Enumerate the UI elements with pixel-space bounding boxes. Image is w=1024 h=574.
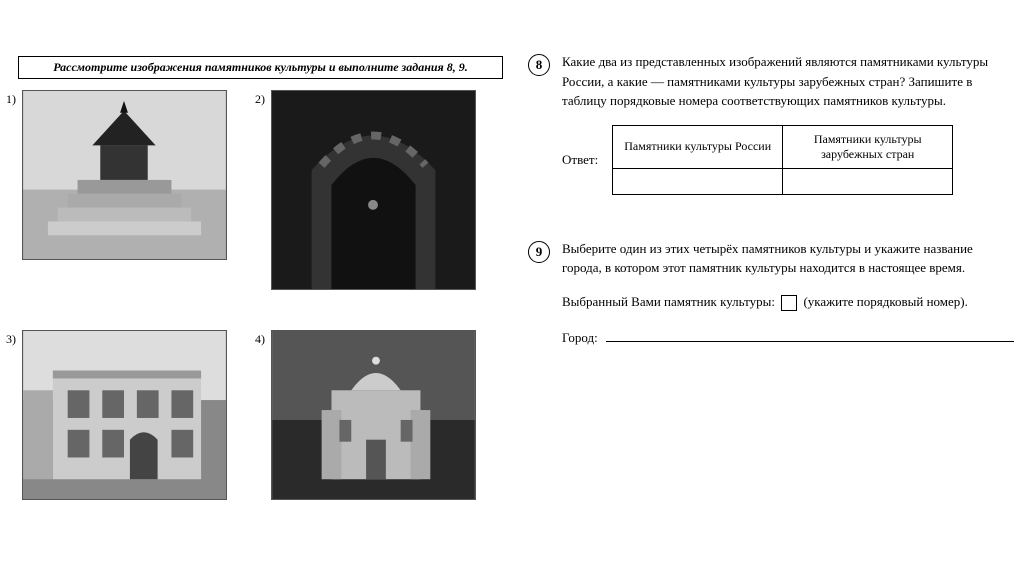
city-label: Город: [562,330,598,346]
answer-table: Памятники культуры России Памятники куль… [612,125,953,195]
task-9-marker: 9 [528,241,550,263]
image-label-3: 3) [6,330,22,347]
image-grid: 1) 2) [0,90,510,522]
monument-image-3 [22,330,227,500]
monument-image-4 [271,330,476,500]
image-cell-3: 3) [6,330,227,500]
image-label-1: 1) [6,90,22,107]
monument-number-box[interactable] [781,295,797,311]
task-8-marker: 8 [528,54,550,76]
instruction-box: Рассмотрите изображения памятников культ… [18,56,503,79]
task-9-text: Выберите один из этих четырёх памятников… [562,239,1014,278]
image-label-2: 2) [255,90,271,107]
task-8: 8 Какие два из представленных изображени… [528,52,1014,205]
task-9-number: 9 [536,244,543,260]
answer-cell-foreign[interactable] [783,168,953,194]
task-8-answer-row: Ответ: Памятники культуры России Памятни… [562,125,1014,195]
monument-image-2 [271,90,476,290]
answer-col-foreign: Памятники культуры зарубежных стран [783,125,953,168]
selected-monument-line: Выбранный Вами памятник культуры: (укажи… [562,292,1014,313]
answer-label: Ответ: [562,152,598,168]
image-cell-2: 2) [255,90,476,290]
task-8-number: 8 [536,57,543,73]
selected-label-post: (укажите порядковый номер). [803,294,967,309]
city-input-line[interactable] [606,328,1014,342]
task-9: 9 Выберите один из этих четырёх памятник… [528,239,1014,347]
image-label-4: 4) [255,330,271,347]
answer-cell-russia[interactable] [613,168,783,194]
image-cell-1: 1) [6,90,227,290]
answer-col-russia: Памятники культуры России [613,125,783,168]
image-cell-4: 4) [255,330,476,500]
monument-image-1 [22,90,227,260]
city-line: Город: [562,328,1014,346]
selected-label-pre: Выбранный Вами памятник культуры: [562,294,775,309]
instruction-text: Рассмотрите изображения памятников культ… [53,60,467,74]
task-8-text: Какие два из представленных изображений … [562,52,1014,111]
